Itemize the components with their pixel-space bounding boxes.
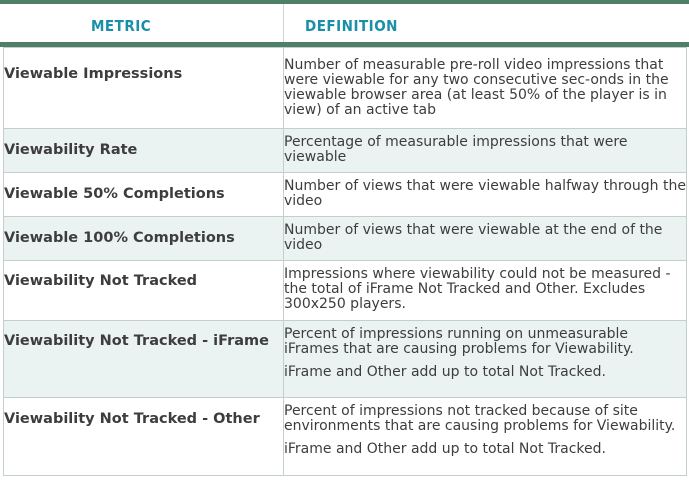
- table-row: Viewability Not Tracked - Other Percent …: [3, 397, 687, 476]
- metric-cell: Viewability Not Tracked - iFrame: [3, 320, 284, 398]
- definition-cell: Number of measurable pre-roll video impr…: [283, 47, 687, 129]
- definition-note: iFrame and Other add up to total Not Tra…: [284, 364, 606, 380]
- table-row: Viewable Impressions Number of measurabl…: [3, 47, 687, 129]
- metric-label: Viewable Impressions: [4, 66, 183, 82]
- metric-label: Viewability Not Tracked: [4, 273, 198, 289]
- metric-label: Viewability Rate: [4, 142, 138, 158]
- definition-text: Percent of impressions not tracked becau…: [284, 403, 676, 434]
- top-accent-bar: [0, 0, 689, 4]
- header-bottom-bar: [0, 42, 689, 47]
- header-metric: METRIC: [91, 17, 152, 35]
- header-definition: DEFINITION: [305, 17, 398, 35]
- table-row: Viewability Not Tracked Impressions wher…: [3, 260, 687, 321]
- metric-label: Viewable 50% Completions: [4, 186, 225, 202]
- metric-cell: Viewability Not Tracked - Other: [3, 397, 284, 476]
- definition-cell: Impressions where viewability could not …: [283, 260, 687, 321]
- table-row: Viewable 100% Completions Number of view…: [3, 216, 687, 261]
- metric-cell: Viewable Impressions: [3, 47, 284, 129]
- table-row: Viewability Rate Percentage of measurabl…: [3, 128, 687, 173]
- definition-text: Number of measurable pre-roll video impr…: [284, 57, 669, 118]
- header-divider: [283, 4, 284, 42]
- metric-label: Viewability Not Tracked - iFrame: [4, 333, 269, 349]
- definition-cell: Percent of impressions not tracked becau…: [283, 397, 687, 476]
- definition-text: Number of views that were viewable halfw…: [284, 178, 686, 209]
- table-header: METRIC DEFINITION: [0, 4, 689, 42]
- metric-cell: Viewable 50% Completions: [3, 172, 284, 217]
- definition-cell: Number of views that were viewable at th…: [283, 216, 687, 261]
- metric-cell: Viewability Not Tracked: [3, 260, 284, 321]
- table-body: Viewable Impressions Number of measurabl…: [3, 47, 687, 476]
- metric-cell: Viewability Rate: [3, 128, 284, 173]
- definition-cell: Percent of impressions running on unmeas…: [283, 320, 687, 398]
- definition-text: Percentage of measurable impressions tha…: [284, 134, 628, 165]
- definition-text: Percent of impressions running on unmeas…: [284, 326, 634, 357]
- definition-text: Impressions where viewability could not …: [284, 266, 671, 312]
- metric-cell: Viewable 100% Completions: [3, 216, 284, 261]
- definition-note: iFrame and Other add up to total Not Tra…: [284, 441, 606, 457]
- definition-cell: Percentage of measurable impressions tha…: [283, 128, 687, 173]
- metric-label: Viewability Not Tracked - Other: [4, 411, 260, 427]
- table-row: Viewability Not Tracked - iFrame Percent…: [3, 320, 687, 398]
- definition-cell: Number of views that were viewable halfw…: [283, 172, 687, 217]
- metric-label: Viewable 100% Completions: [4, 230, 235, 246]
- table-row: Viewable 50% Completions Number of views…: [3, 172, 687, 217]
- definition-text: Number of views that were viewable at th…: [284, 222, 663, 253]
